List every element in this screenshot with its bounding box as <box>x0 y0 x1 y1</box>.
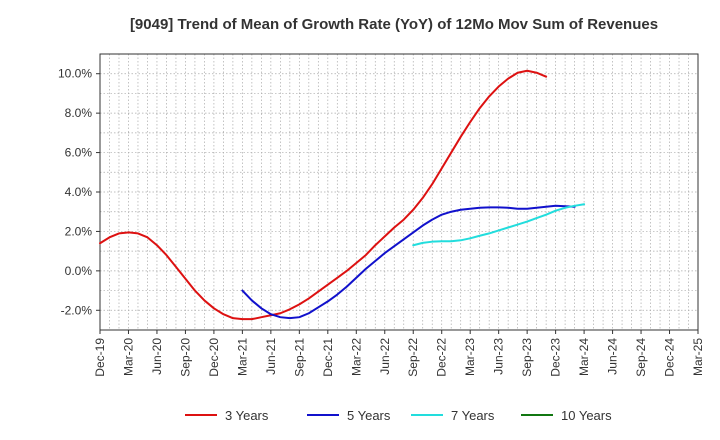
x-axis: Dec-19 Mar-20 Jun-20 Sep-20 Dec-20 Mar-21 Jun-… <box>93 330 705 377</box>
x-tick-label: Dec-21 <box>321 338 335 377</box>
legend-label: 7 Years <box>451 408 495 423</box>
x-tick-label: Dec-24 <box>663 338 677 377</box>
x-tick-label: Sep-24 <box>634 338 648 377</box>
series-line-5-years <box>241 204 576 320</box>
x-tick-label: Jun-20 <box>150 338 164 375</box>
x-tick-label: Jun-22 <box>378 338 392 375</box>
x-tick-label: Sep-20 <box>178 338 192 377</box>
plot-grid <box>100 54 698 330</box>
x-tick-label: Dec-23 <box>549 338 563 377</box>
y-tick-label: 10.0% <box>58 67 92 81</box>
series-line-3-years <box>99 69 548 321</box>
series-lines <box>99 69 586 321</box>
legend-label: 10 Years <box>561 408 612 423</box>
y-axis: -2.0% 0.0% 2.0% 4.0% 6.0% 8.0% 10.0% <box>58 67 100 317</box>
x-tick-label: Mar-24 <box>577 338 591 376</box>
chart-title: [9049] Trend of Mean of Growth Rate (YoY… <box>130 16 658 33</box>
y-tick-label: 4.0% <box>65 185 93 199</box>
legend: 3 Years 5 Years 7 Years 10 Years <box>185 408 612 423</box>
x-tick-label: Sep-21 <box>292 338 306 377</box>
y-tick-label: 0.0% <box>65 264 93 278</box>
legend-label: 3 Years <box>225 408 269 423</box>
y-tick-label: 6.0% <box>65 146 93 160</box>
y-tick-label: 8.0% <box>65 106 93 120</box>
y-tick-label: 2.0% <box>65 224 93 238</box>
x-tick-label: Sep-23 <box>520 338 534 377</box>
x-tick-label: Mar-22 <box>349 338 363 376</box>
x-tick-label: Jun-21 <box>264 338 278 375</box>
x-tick-label: Jun-24 <box>606 338 620 375</box>
x-tick-label: Dec-20 <box>207 338 221 377</box>
x-tick-label: Dec-22 <box>435 338 449 377</box>
x-tick-label: Dec-19 <box>93 338 107 377</box>
x-tick-label: Mar-25 <box>691 338 705 376</box>
x-tick-label: Mar-23 <box>463 338 477 376</box>
y-tick-label: -2.0% <box>61 303 93 317</box>
x-tick-label: Sep-22 <box>406 338 420 377</box>
x-tick-label: Mar-20 <box>121 338 135 376</box>
legend-label: 5 Years <box>347 408 391 423</box>
series-line-7-years <box>412 203 586 247</box>
x-tick-label: Mar-21 <box>235 338 249 376</box>
x-tick-label: Jun-23 <box>492 338 506 375</box>
